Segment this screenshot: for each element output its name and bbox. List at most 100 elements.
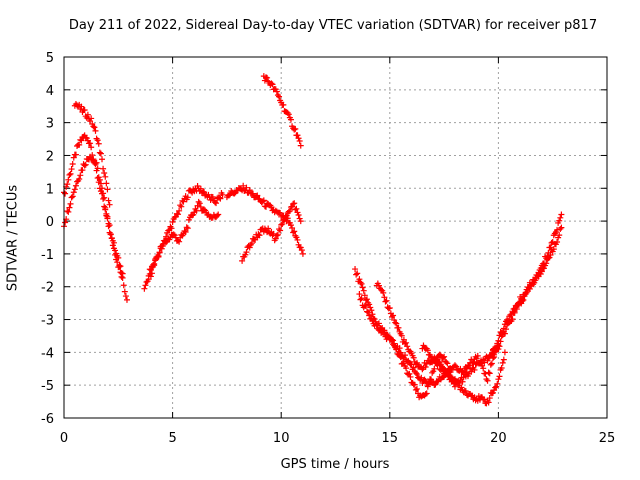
data-point [69, 160, 76, 167]
data-point [88, 144, 95, 151]
data-point [193, 207, 200, 214]
data-point [169, 218, 176, 225]
data-point [481, 396, 488, 403]
data-point [497, 338, 504, 345]
data-point [488, 360, 495, 367]
data-point [243, 184, 250, 191]
data-point [413, 371, 420, 378]
data-point [184, 225, 191, 232]
data-point [274, 92, 281, 99]
data-point [94, 165, 101, 172]
data-point [147, 267, 154, 274]
data-point [273, 232, 280, 239]
data-point [459, 378, 466, 385]
y-tick-label: -2 [41, 281, 54, 296]
data-point [366, 301, 373, 308]
data-point [492, 347, 499, 354]
data-point [141, 285, 148, 292]
data-point [241, 188, 248, 195]
data-point [280, 101, 287, 108]
data-point [284, 109, 291, 116]
data-point [99, 185, 106, 192]
data-point [353, 271, 360, 278]
data-point [360, 287, 367, 294]
data-point [407, 373, 414, 380]
data-point [101, 203, 108, 210]
data-point [440, 354, 447, 361]
y-tick-label: 0 [46, 215, 54, 230]
data-point [103, 210, 110, 217]
data-point [76, 141, 83, 148]
data-point [71, 186, 78, 193]
data-point [246, 244, 253, 251]
data-point [94, 137, 101, 144]
data-point [400, 336, 407, 343]
data-point [273, 88, 280, 95]
data-point [471, 366, 478, 373]
data-point [531, 279, 538, 286]
data-point [359, 284, 366, 291]
data-point [451, 362, 458, 369]
x-tick-label: 10 [273, 431, 290, 446]
data-point [287, 116, 294, 123]
data-point [116, 262, 123, 269]
data-point [286, 207, 293, 214]
data-point [282, 215, 289, 222]
data-point [213, 200, 220, 207]
data-point [249, 190, 256, 197]
data-point [493, 383, 500, 390]
data-point [451, 383, 458, 390]
data-point [444, 360, 451, 367]
data-point [494, 380, 501, 387]
data-point [440, 366, 447, 373]
data-point [251, 236, 258, 243]
data-point [487, 361, 494, 368]
data-point [207, 197, 214, 204]
data-point [469, 360, 476, 367]
data-point [197, 185, 204, 192]
data-point [115, 254, 122, 261]
data-point [62, 190, 69, 197]
x-tick-label: 0 [60, 431, 68, 446]
data-point [434, 378, 441, 385]
data-point [481, 359, 488, 366]
data-point [123, 296, 130, 303]
data-point [283, 212, 290, 219]
data-point [375, 282, 382, 289]
data-point [92, 127, 99, 134]
data-point [281, 216, 288, 223]
data-point [201, 206, 208, 213]
data-point [256, 232, 263, 239]
data-point [265, 225, 272, 232]
data-point [101, 170, 108, 177]
data-point [470, 359, 477, 366]
data-point [110, 239, 117, 246]
data-point [557, 225, 564, 232]
data-point [549, 239, 556, 246]
data-point [260, 197, 267, 204]
data-point [410, 354, 417, 361]
data-point [87, 140, 94, 147]
data-point [176, 238, 183, 245]
data-point [264, 74, 271, 81]
data-point [358, 280, 365, 287]
data-point [381, 294, 388, 301]
data-point [368, 307, 375, 314]
data-point [526, 285, 533, 292]
data-point [276, 93, 283, 100]
data-point [500, 356, 507, 363]
data-point [492, 384, 499, 391]
data-point [184, 194, 191, 201]
data-point [165, 227, 172, 234]
data-point [463, 365, 470, 372]
data-point [488, 350, 495, 357]
data-point [383, 297, 390, 304]
data-point [386, 305, 393, 312]
data-point [120, 282, 127, 289]
x-axis-label: GPS time / hours [280, 457, 390, 472]
data-point [102, 173, 109, 180]
data-point [64, 208, 71, 215]
data-point [484, 377, 491, 384]
data-point [509, 316, 516, 323]
